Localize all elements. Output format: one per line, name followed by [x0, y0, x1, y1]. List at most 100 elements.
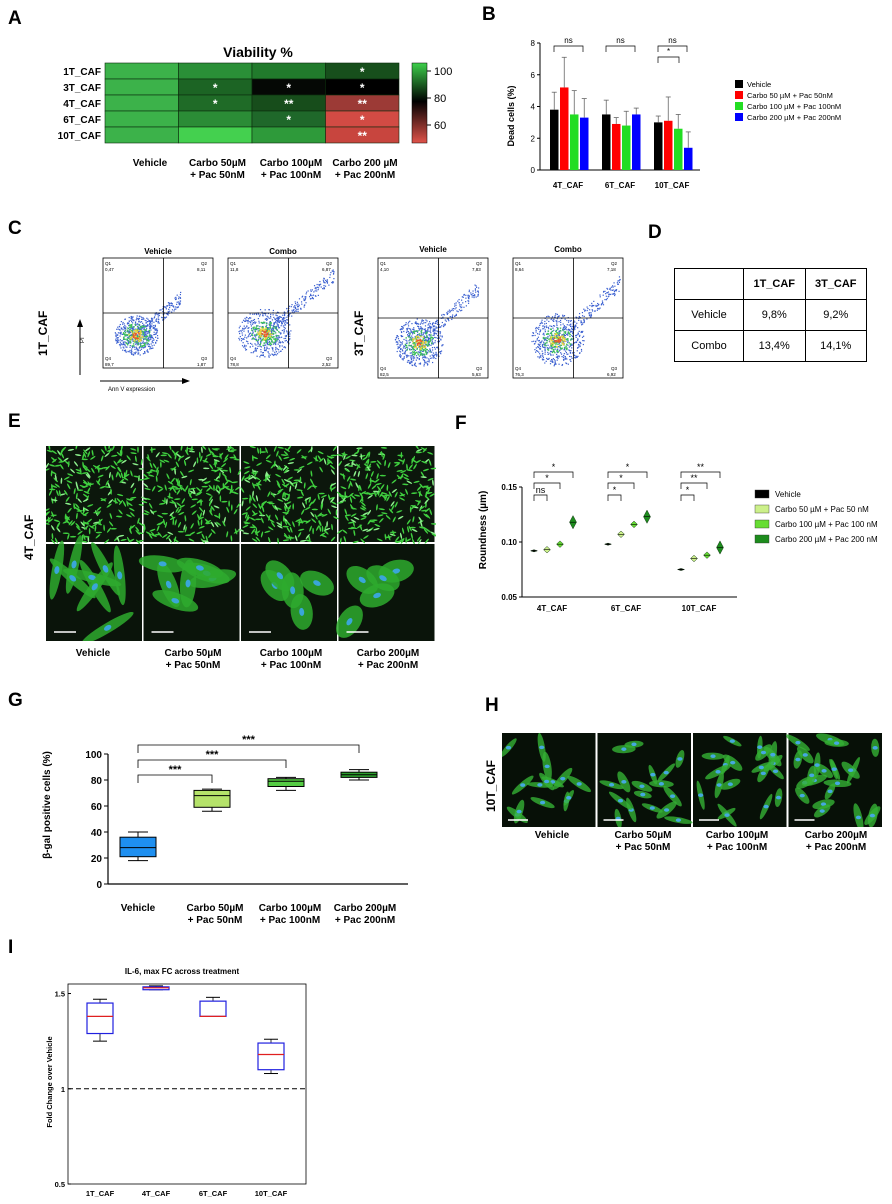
flow-event: [404, 351, 406, 353]
flow-event-dense: [556, 349, 558, 352]
flow-event-dense: [139, 335, 141, 337]
flow-event-dense: [421, 353, 424, 356]
flow-event: [569, 350, 571, 352]
flow-event: [577, 334, 579, 336]
flow-event: [431, 361, 434, 364]
flow-event: [260, 341, 262, 344]
flow-event: [275, 351, 278, 353]
flow-event: [246, 326, 248, 328]
flow-event: [276, 318, 279, 320]
flow-event: [268, 341, 270, 343]
flow-event: [576, 347, 579, 349]
flow-event: [277, 319, 279, 322]
cell-shape: [211, 454, 218, 458]
flow-event: [424, 328, 427, 330]
flow-event: [432, 329, 434, 331]
flow-event: [176, 303, 178, 305]
flow-event-dense: [560, 348, 562, 350]
flow-event: [275, 328, 277, 330]
cell-shape: [65, 496, 70, 502]
quadrant-label: Q2: [326, 261, 333, 266]
flow-event: [414, 362, 416, 364]
cell-shape: [121, 459, 127, 464]
cell-shape: [162, 534, 168, 538]
flow-event: [571, 328, 574, 331]
flow-event: [167, 314, 169, 316]
flow-event: [128, 322, 130, 324]
flow-event: [559, 345, 561, 347]
flow-event: [428, 323, 430, 325]
cell-shape: [310, 478, 314, 485]
roundness-ylabel: Roundness (µm): [478, 491, 489, 570]
flow-event: [276, 315, 278, 317]
significance-label: *: [613, 485, 617, 495]
flow-event-dense: [270, 338, 273, 341]
cell-shape: [119, 478, 125, 484]
flow-event: [163, 316, 166, 318]
flow-event: [136, 334, 139, 336]
flow-event: [150, 329, 152, 331]
flow-event-dense: [420, 346, 423, 348]
flow-event-dense: [431, 342, 433, 345]
flow-event-dense: [404, 343, 407, 346]
flow-event: [313, 285, 316, 287]
flow-event: [565, 340, 567, 342]
flow-event: [167, 312, 169, 315]
cell-shape: [360, 453, 363, 460]
flow-event: [606, 297, 608, 300]
cell-shape: [365, 458, 370, 464]
flow-event: [579, 344, 581, 346]
flow-event: [267, 316, 269, 318]
flow-event-dense: [135, 338, 138, 341]
cell-shape: [178, 455, 185, 459]
flow-event-dense: [415, 346, 417, 348]
flow-event: [575, 324, 577, 326]
flow-event: [589, 314, 591, 316]
cell-shape: [277, 446, 284, 449]
flow-event: [461, 299, 463, 301]
flow-event: [567, 344, 569, 346]
cell-shape: [370, 470, 374, 477]
flow-event-dense: [149, 335, 151, 337]
cell-shape: [201, 485, 208, 488]
cell-shape: [304, 506, 311, 511]
significance-mark: **: [358, 129, 368, 143]
flow-event: [149, 324, 151, 326]
flow-event: [545, 337, 548, 339]
cell-shape: [167, 496, 174, 499]
flow-event: [149, 323, 151, 325]
cell-shape: [299, 539, 307, 542]
flow-event: [150, 347, 152, 350]
flow-event: [569, 345, 571, 347]
flow-event: [614, 294, 616, 297]
flow-event: [416, 333, 419, 336]
flow-event: [174, 298, 177, 301]
flow-event: [282, 317, 284, 320]
flow-event: [419, 346, 421, 348]
flow-event: [267, 339, 269, 341]
flow-event-dense: [271, 333, 273, 336]
cell-shape: [138, 504, 145, 506]
cell-shape: [82, 498, 89, 502]
flow-event-dense: [265, 328, 267, 331]
flow-event-dense: [551, 344, 553, 346]
cell-shape: [77, 508, 82, 513]
flow-event: [472, 294, 475, 297]
flow-event: [141, 340, 143, 342]
cell-shape: [220, 463, 227, 468]
flow-event: [310, 298, 312, 300]
flow-event-dense: [266, 329, 269, 332]
flow-event: [558, 315, 560, 317]
cell-shape: [286, 527, 291, 533]
flow-event-dense: [262, 344, 264, 347]
cell-shape: [206, 487, 212, 492]
cell-shape: [403, 477, 410, 481]
cell-shape: [292, 481, 299, 485]
flow-event-dense: [564, 332, 567, 334]
cell-shape: [323, 458, 327, 465]
flow-event: [538, 333, 540, 335]
flow-event: [283, 314, 286, 317]
flow-event: [329, 274, 331, 276]
cell-shape: [134, 455, 137, 463]
flow-event: [596, 305, 599, 307]
